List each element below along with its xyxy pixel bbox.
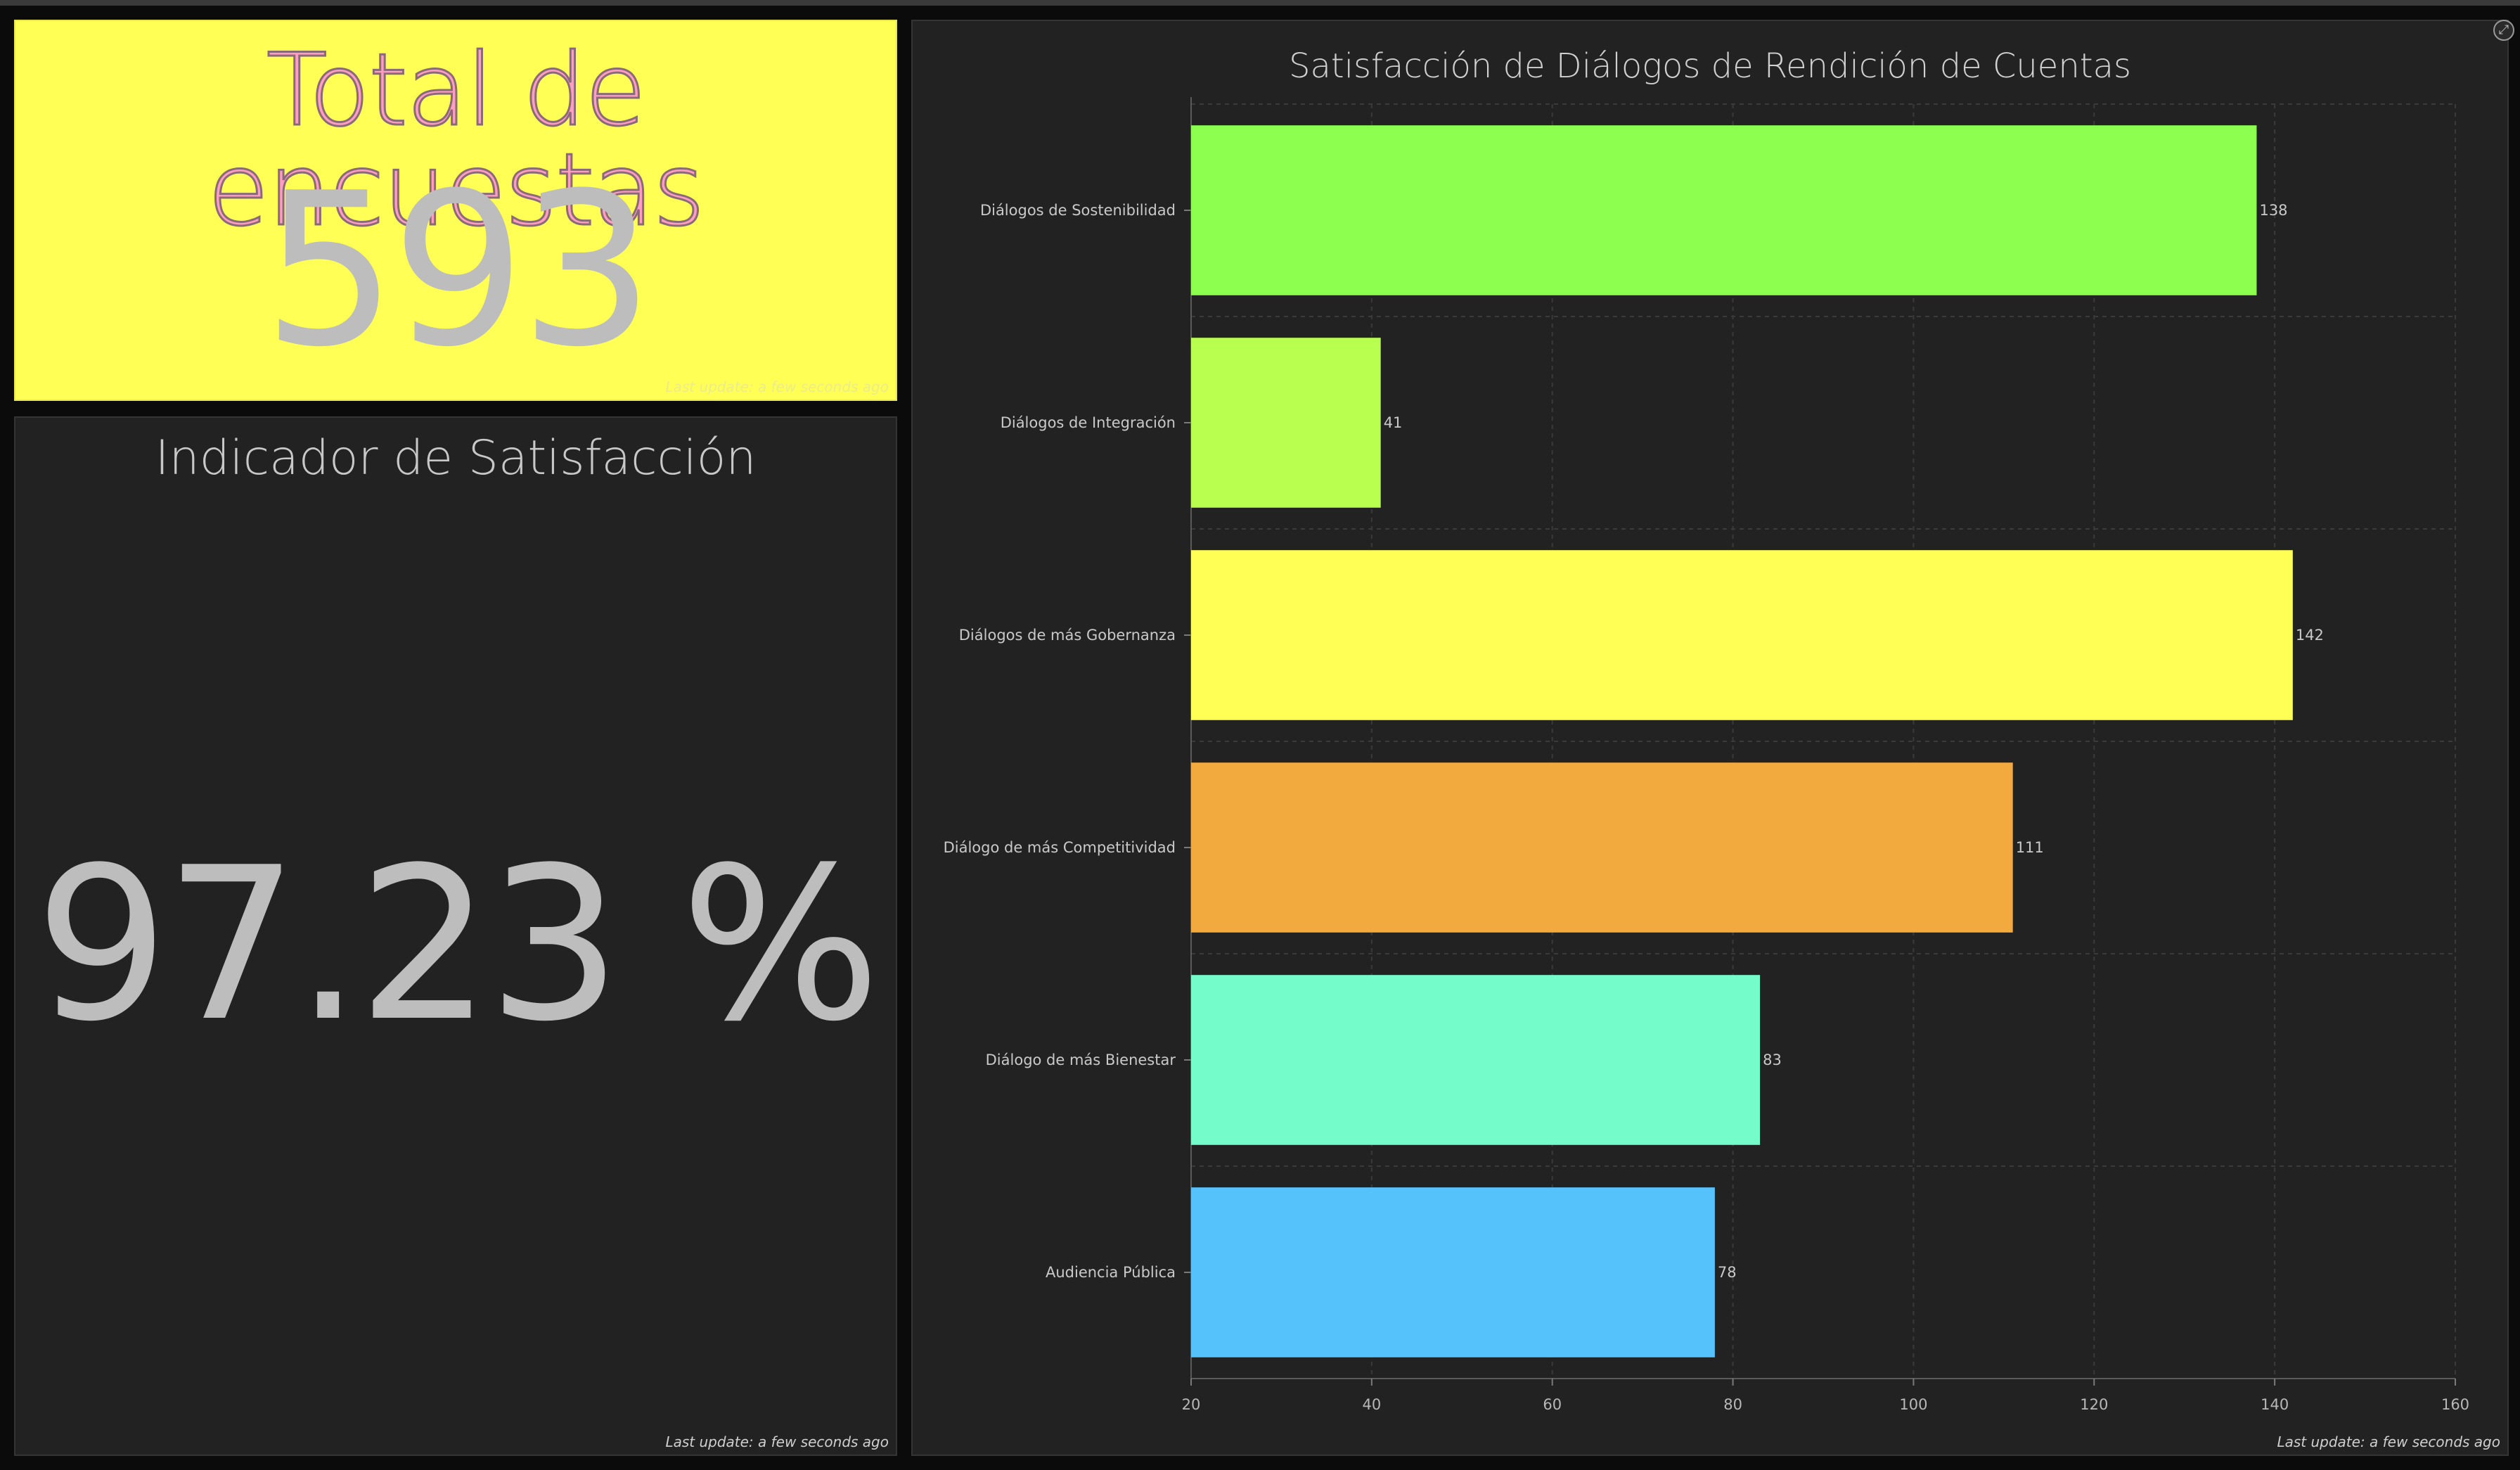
- category-label: Diálogo de más Competitividad: [944, 839, 1176, 856]
- value-label: 78: [1718, 1264, 1737, 1281]
- category-label: Diálogos de más Gobernanza: [959, 627, 1176, 644]
- x-tick-label: 160: [2441, 1396, 2469, 1413]
- x-tick-label: 120: [2080, 1396, 2108, 1413]
- value-label: 142: [2296, 627, 2324, 644]
- satisfaction-indicator-card: Indicador de Satisfacción 97.23 % Last u…: [14, 416, 897, 1456]
- category-label: Diálogo de más Bienestar: [986, 1052, 1176, 1068]
- chart-title: Satisfacción de Diálogos de Rendición de…: [1288, 46, 2131, 86]
- bar: [1191, 125, 2257, 295]
- value-label: 83: [1763, 1052, 1782, 1068]
- bar: [1191, 550, 2293, 720]
- expand-icon[interactable]: ⤢: [2493, 20, 2514, 41]
- category-label: Audiencia Pública: [1046, 1264, 1176, 1281]
- category-label: Diálogos de Integración: [1001, 414, 1176, 431]
- satisfaction-title: Indicador de Satisfacción: [155, 430, 757, 486]
- x-tick-label: 100: [1899, 1396, 1927, 1413]
- x-tick-label: 80: [1723, 1396, 1742, 1413]
- value-label: 138: [2259, 202, 2287, 219]
- satisfaction-value: 97.23 %: [34, 822, 880, 1068]
- bar: [1191, 762, 2013, 933]
- window-top-bar: [0, 0, 2520, 6]
- bar-chart: 20 40 60 80 100 120 140 160 Diálogos de Sostenib…: [944, 97, 2469, 1413]
- bar: [1191, 1187, 1715, 1357]
- x-tick-label: 20: [1182, 1396, 1201, 1413]
- bar: [1191, 338, 1381, 508]
- x-tick-label: 40: [1362, 1396, 1381, 1413]
- x-tick-label: 60: [1543, 1396, 1562, 1413]
- x-tick-label: 140: [2261, 1396, 2289, 1413]
- value-label: 41: [1384, 414, 1403, 431]
- last-update-label: Last update: a few seconds ago: [2277, 1433, 2500, 1450]
- last-update-label: Last update: a few seconds ago: [665, 1433, 889, 1450]
- value-label: 111: [2016, 839, 2044, 856]
- total-surveys-value: 593: [262, 148, 655, 393]
- total-surveys-title: Total de encuestas: [207, 32, 706, 248]
- total-surveys-card: Total de encuestas 593 Last update: a fe…: [14, 20, 897, 401]
- bar: [1191, 975, 1761, 1145]
- last-update-label: Last update: a few seconds ago: [665, 378, 889, 395]
- satisfaction-bar-chart-card: Satisfacción de Diálogos de Rendición de…: [911, 20, 2514, 1456]
- category-label: Diálogos de Sostenibilidad: [980, 202, 1176, 219]
